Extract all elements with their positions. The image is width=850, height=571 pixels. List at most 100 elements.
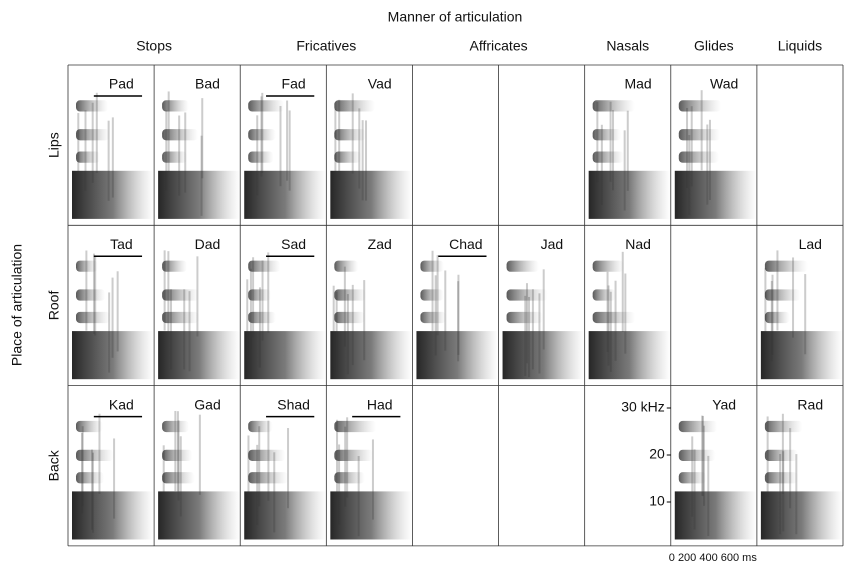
striation xyxy=(108,121,110,201)
formant-band xyxy=(248,100,284,111)
spectrogram-energy xyxy=(330,331,412,379)
striation xyxy=(170,289,172,369)
striation xyxy=(247,435,249,515)
striation xyxy=(688,135,690,215)
frequency-tick-label: 10 xyxy=(649,493,665,509)
column-header: Affricates xyxy=(470,38,528,54)
formant-band xyxy=(334,421,376,432)
formant-band xyxy=(765,450,798,461)
striation xyxy=(338,444,340,524)
striation xyxy=(108,292,110,372)
word-label: Vad xyxy=(368,76,392,92)
striation xyxy=(706,124,708,204)
spectrogram-energy xyxy=(72,491,154,539)
frequency-tick-label: 30 kHz xyxy=(621,399,665,415)
striation xyxy=(792,257,794,337)
striation xyxy=(273,452,275,532)
striation xyxy=(256,445,258,525)
striation xyxy=(164,250,166,330)
column-header: Liquids xyxy=(778,38,822,54)
striation xyxy=(267,252,269,332)
column-header: Fricatives xyxy=(296,38,356,54)
word-label: Mad xyxy=(624,76,651,92)
striation xyxy=(174,411,176,491)
striation xyxy=(437,255,439,335)
formant-band xyxy=(334,261,358,272)
word-label: Sad xyxy=(281,236,306,252)
striation xyxy=(338,100,340,180)
striation xyxy=(81,433,83,513)
striation xyxy=(624,130,626,210)
striation xyxy=(358,108,360,188)
formant-band xyxy=(248,450,285,461)
striation xyxy=(352,285,354,365)
striation xyxy=(707,456,709,536)
striation xyxy=(694,449,696,529)
striation xyxy=(183,289,185,369)
striation xyxy=(610,292,612,372)
formant-band xyxy=(679,100,721,111)
row-label: Roof xyxy=(46,291,62,321)
formant-band xyxy=(334,312,364,323)
formant-band xyxy=(162,261,187,272)
word-label: Zad xyxy=(368,236,392,252)
formant-band xyxy=(679,421,718,432)
striation xyxy=(189,291,191,371)
spectrogram-energy xyxy=(158,171,240,219)
striation xyxy=(344,427,346,507)
striation xyxy=(691,436,693,516)
striation xyxy=(709,120,711,200)
formant-band xyxy=(765,472,798,483)
formant-band xyxy=(679,129,720,140)
column-header: Glides xyxy=(694,38,734,54)
word-label: Jad xyxy=(541,236,564,252)
striation xyxy=(98,414,100,494)
figure: Manner of articulation Place of articula… xyxy=(0,0,850,566)
striation xyxy=(333,286,335,366)
formant-band xyxy=(593,261,624,272)
word-label: Pad xyxy=(109,76,134,92)
striation xyxy=(372,439,374,519)
striation xyxy=(526,283,528,363)
spectrogram-energy xyxy=(244,331,326,379)
striation xyxy=(610,102,612,182)
striation xyxy=(258,426,260,506)
striation xyxy=(795,454,797,534)
striation xyxy=(767,416,769,496)
striation xyxy=(804,274,806,354)
formant-band xyxy=(679,450,716,461)
word-label: Wad xyxy=(710,76,738,92)
striation xyxy=(701,416,703,496)
formant-band xyxy=(507,261,539,272)
striation xyxy=(627,111,629,191)
striation xyxy=(279,106,281,186)
word-label: Chad xyxy=(449,236,482,252)
striation xyxy=(352,93,354,173)
spectrogram-energy xyxy=(761,491,843,539)
striation xyxy=(201,98,203,178)
striation xyxy=(782,414,784,494)
spectrogram-energy xyxy=(589,331,671,379)
column-header: Stops xyxy=(136,38,172,54)
striation xyxy=(764,268,766,348)
striation xyxy=(92,453,94,533)
spectrogram-energy xyxy=(330,491,412,539)
striation xyxy=(113,438,115,518)
formant-band xyxy=(765,261,808,272)
striation xyxy=(184,112,186,192)
formant-band xyxy=(765,289,801,300)
striation xyxy=(92,103,94,183)
row-axis-label: Place of articulation xyxy=(9,244,25,366)
striation xyxy=(615,281,617,361)
striation xyxy=(96,93,98,173)
word-label: Lad xyxy=(799,236,822,252)
striation xyxy=(622,252,624,332)
formant-band xyxy=(593,100,635,111)
striation xyxy=(286,101,288,181)
title: Manner of articulation xyxy=(388,9,523,25)
formant-band xyxy=(593,312,635,323)
striation xyxy=(363,280,365,360)
striation xyxy=(789,428,791,508)
word-label: Nad xyxy=(625,236,651,252)
striation xyxy=(287,428,289,508)
